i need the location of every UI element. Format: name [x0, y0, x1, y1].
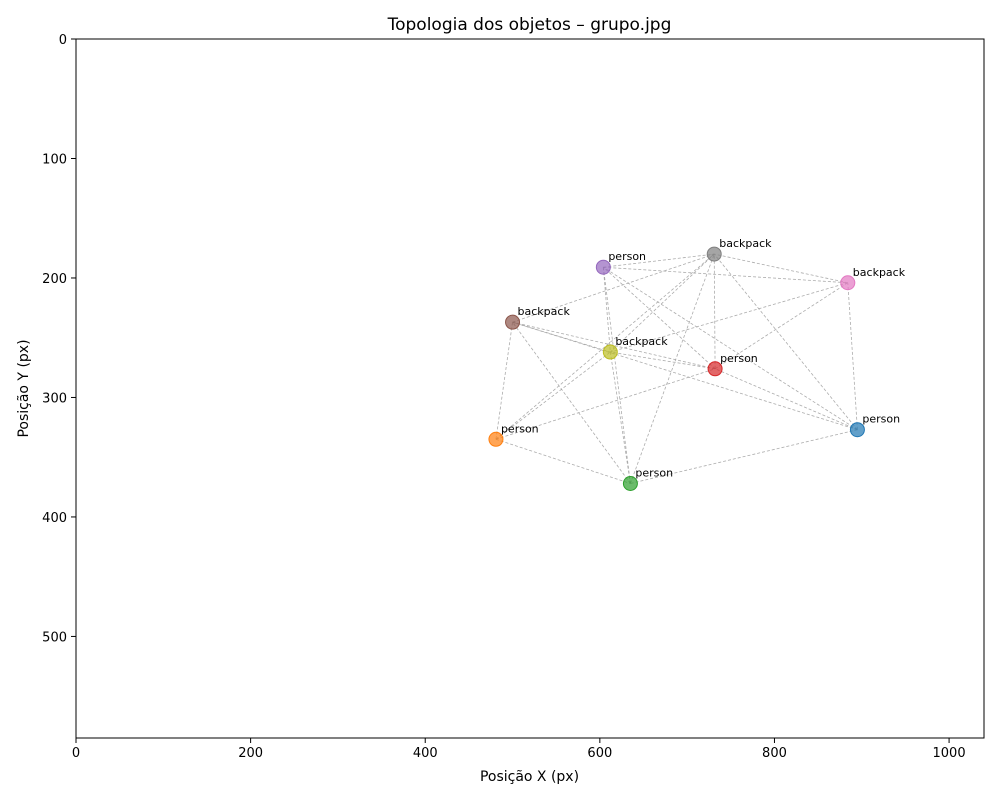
edge-line [714, 282, 849, 370]
edge-line [512, 253, 715, 323]
data-point [849, 422, 865, 438]
data-point [707, 361, 723, 377]
edge-line [714, 368, 858, 431]
data-point [622, 475, 638, 491]
edge-line [714, 253, 848, 284]
edge-line [610, 253, 715, 353]
edge-line [512, 321, 631, 484]
edge-line [603, 266, 716, 370]
edge-line [512, 321, 611, 353]
data-point [505, 314, 521, 330]
y-tick-label: 500 [42, 630, 67, 645]
x-axis-label: Posição X (px) [480, 769, 579, 785]
data-point [706, 246, 722, 262]
x-tick-label: 600 [587, 746, 612, 761]
x-tick-label: 200 [238, 746, 263, 761]
point-label: person [862, 413, 900, 426]
edge-line [630, 253, 715, 484]
edge-line [602, 267, 631, 484]
edge-line [495, 368, 716, 440]
data-point [602, 344, 618, 360]
edge-line [603, 266, 858, 431]
edge-line [713, 253, 858, 430]
point-label: person [608, 250, 646, 263]
x-tick-label: 0 [72, 746, 80, 761]
y-tick-label: 200 [42, 272, 67, 287]
edge-line [603, 253, 715, 268]
edge-line [610, 351, 716, 370]
edge-layer [495, 253, 858, 484]
y-tick-label: 400 [42, 511, 67, 526]
edge-line [603, 266, 848, 284]
point-label: person [501, 422, 539, 435]
point-label: backpack [719, 237, 772, 250]
edge-line [609, 351, 631, 484]
data-point [488, 431, 504, 447]
y-tick-label: 0 [59, 33, 67, 48]
data-point [595, 259, 611, 275]
y-axis-label: Posição Y (px) [16, 339, 32, 437]
x-tick-label: 800 [762, 746, 787, 761]
edge-line [713, 254, 716, 369]
x-tick-label: 1000 [933, 746, 966, 761]
point-label: person [720, 352, 758, 365]
edge-line [495, 351, 611, 440]
point-layer: person person person person person backpack ba… [488, 237, 906, 491]
point-label: person [635, 466, 673, 479]
point-label: backpack [853, 266, 906, 279]
edge-line [610, 282, 848, 353]
y-axis: 0 100 200 300 400 500 [42, 33, 76, 645]
edge-line [847, 282, 858, 430]
plot-frame [75, 38, 985, 739]
chart-title: Topologia dos objetos – grupo.jpg [387, 15, 672, 35]
x-axis: 0 200 400 600 800 1000 [72, 738, 966, 761]
edge-line [512, 321, 858, 431]
point-label: backpack [518, 305, 571, 318]
data-point [840, 275, 856, 291]
point-label: backpack [615, 335, 668, 348]
y-tick-label: 300 [42, 391, 67, 406]
y-tick-label: 100 [42, 152, 67, 167]
edge-line [630, 429, 858, 484]
edge-line [495, 438, 631, 484]
edge-line [602, 267, 611, 353]
edge-line [495, 253, 715, 440]
x-tick-label: 400 [413, 746, 438, 761]
